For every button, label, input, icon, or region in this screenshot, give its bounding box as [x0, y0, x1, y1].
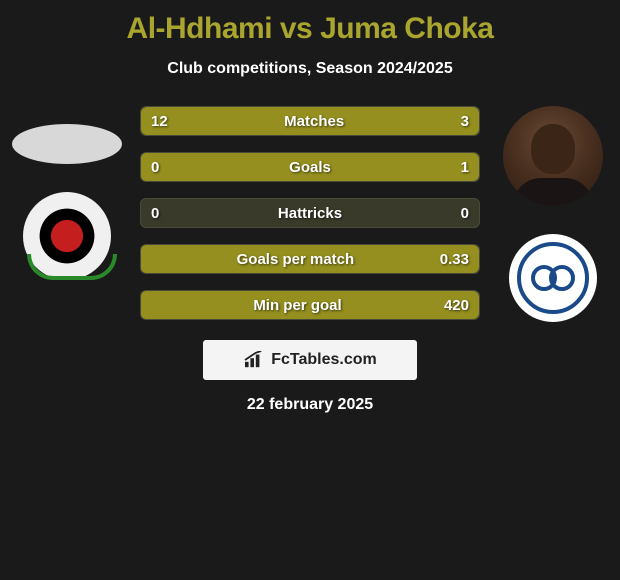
stat-value-left: 12 [151, 113, 168, 130]
club-badge-right [509, 234, 597, 322]
stat-label: Goals [159, 159, 460, 176]
stat-row: Min per goal420 [140, 290, 480, 320]
stat-label: Matches [168, 113, 461, 130]
club-badge-right-graphic [517, 242, 589, 314]
subtitle: Club competitions, Season 2024/2025 [0, 60, 620, 78]
stat-value-left: 0 [151, 159, 159, 176]
brand-label: FcTables.com [271, 351, 377, 369]
right-column [498, 106, 608, 322]
stat-row: 0Hattricks0 [140, 198, 480, 228]
comparison-card: Al-Hdhami vs Juma Choka Club competition… [0, 0, 620, 414]
stat-value-right: 0.33 [440, 251, 469, 268]
main-area: 12Matches30Goals10Hattricks0Goals per ma… [0, 106, 620, 322]
stat-value-right: 420 [444, 297, 469, 314]
stat-label: Min per goal [151, 297, 444, 314]
stat-label: Hattricks [159, 205, 460, 222]
stat-row: Goals per match0.33 [140, 244, 480, 274]
left-column [12, 106, 122, 280]
club-badge-left [23, 192, 111, 280]
stat-row: 12Matches3 [140, 106, 480, 136]
stat-value-right: 0 [461, 205, 469, 222]
brand-badge[interactable]: FcTables.com [203, 340, 417, 380]
stat-label: Goals per match [151, 251, 440, 268]
stat-row: 0Goals1 [140, 152, 480, 182]
page-title: Al-Hdhami vs Juma Choka [0, 12, 620, 46]
player-avatar-left [12, 124, 122, 164]
chart-icon [243, 351, 265, 369]
player-avatar-right [503, 106, 603, 206]
stat-value-right: 3 [461, 113, 469, 130]
club-badge-left-graphic [35, 204, 99, 268]
stat-value-left: 0 [151, 205, 159, 222]
stats-bars: 12Matches30Goals10Hattricks0Goals per ma… [140, 106, 480, 320]
date-line: 22 february 2025 [0, 396, 620, 414]
stat-value-right: 1 [461, 159, 469, 176]
